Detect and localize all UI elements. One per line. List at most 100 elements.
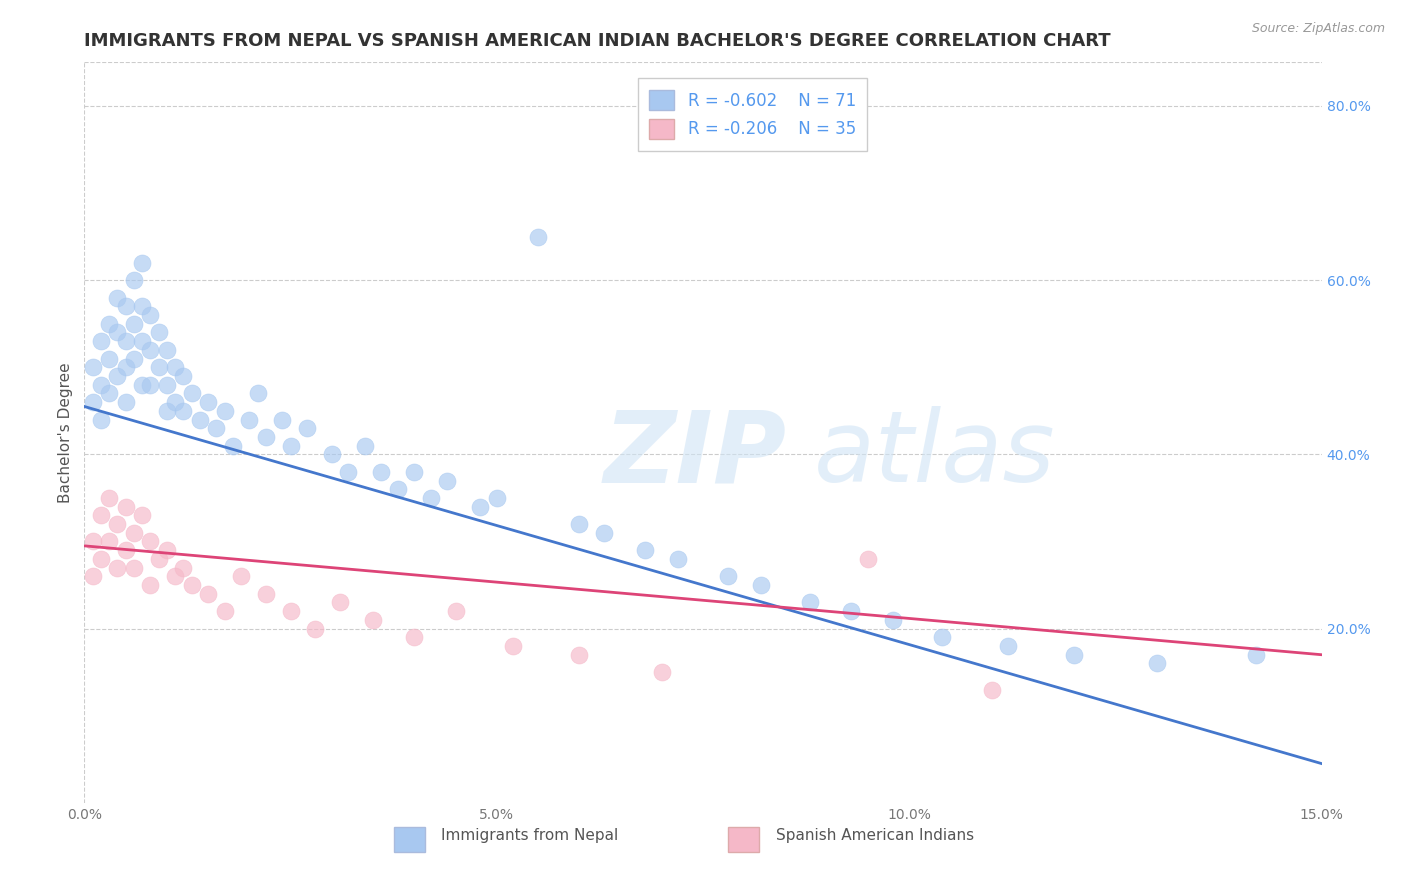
Point bbox=[98, 491, 121, 505]
Point bbox=[156, 543, 179, 558]
Point bbox=[188, 412, 211, 426]
Point bbox=[114, 299, 136, 313]
Point bbox=[666, 552, 689, 566]
Point bbox=[114, 395, 136, 409]
Point bbox=[172, 404, 194, 418]
Point bbox=[485, 491, 508, 505]
Point bbox=[148, 552, 170, 566]
Point bbox=[882, 613, 904, 627]
Point bbox=[122, 560, 145, 574]
Point bbox=[980, 682, 1002, 697]
Point bbox=[105, 560, 128, 574]
Point bbox=[148, 360, 170, 375]
Point bbox=[90, 412, 112, 426]
Point bbox=[165, 395, 187, 409]
Point bbox=[156, 343, 179, 357]
Point bbox=[280, 604, 302, 618]
Point bbox=[105, 517, 128, 532]
Point bbox=[304, 622, 326, 636]
Point bbox=[254, 587, 277, 601]
Point bbox=[90, 508, 112, 523]
Point bbox=[1244, 648, 1267, 662]
Point bbox=[856, 552, 879, 566]
Point bbox=[321, 447, 343, 461]
Point bbox=[172, 560, 194, 574]
Point bbox=[197, 587, 219, 601]
Point bbox=[337, 465, 360, 479]
Point bbox=[1146, 657, 1168, 671]
Text: atlas: atlas bbox=[814, 407, 1056, 503]
Point bbox=[165, 360, 187, 375]
Text: IMMIGRANTS FROM NEPAL VS SPANISH AMERICAN INDIAN BACHELOR'S DEGREE CORRELATION C: IMMIGRANTS FROM NEPAL VS SPANISH AMERICA… bbox=[84, 32, 1111, 50]
Point bbox=[114, 360, 136, 375]
Point bbox=[444, 604, 467, 618]
Point bbox=[105, 369, 128, 384]
Point bbox=[172, 369, 194, 384]
Point bbox=[82, 534, 104, 549]
Point bbox=[139, 578, 162, 592]
Point bbox=[295, 421, 318, 435]
Point bbox=[1063, 648, 1085, 662]
Point bbox=[931, 630, 953, 644]
Point bbox=[634, 543, 657, 558]
Point bbox=[114, 543, 136, 558]
Point bbox=[222, 439, 245, 453]
Point bbox=[131, 377, 153, 392]
Point bbox=[470, 500, 492, 514]
Point bbox=[139, 534, 162, 549]
Point bbox=[229, 569, 252, 583]
Point bbox=[841, 604, 863, 618]
Point bbox=[156, 404, 179, 418]
Point bbox=[156, 377, 179, 392]
Point bbox=[131, 334, 153, 348]
Point bbox=[197, 395, 219, 409]
Point bbox=[82, 395, 104, 409]
Point bbox=[98, 534, 121, 549]
Point bbox=[90, 377, 112, 392]
Text: Source: ZipAtlas.com: Source: ZipAtlas.com bbox=[1251, 22, 1385, 36]
Point bbox=[122, 317, 145, 331]
Point bbox=[122, 525, 145, 540]
Point bbox=[387, 482, 409, 496]
Point bbox=[254, 430, 277, 444]
Point bbox=[131, 256, 153, 270]
Point bbox=[419, 491, 441, 505]
Point bbox=[122, 273, 145, 287]
Point bbox=[90, 334, 112, 348]
Point bbox=[122, 351, 145, 366]
Point bbox=[214, 404, 236, 418]
Point bbox=[404, 630, 426, 644]
Legend: R = -0.602    N = 71, R = -0.206    N = 35: R = -0.602 N = 71, R = -0.206 N = 35 bbox=[637, 78, 868, 151]
Point bbox=[131, 508, 153, 523]
Point bbox=[82, 360, 104, 375]
Point bbox=[568, 648, 591, 662]
Point bbox=[214, 604, 236, 618]
Point bbox=[997, 639, 1019, 653]
Point bbox=[749, 578, 772, 592]
Point bbox=[361, 613, 384, 627]
Point bbox=[180, 386, 202, 401]
Point bbox=[139, 343, 162, 357]
Point bbox=[205, 421, 228, 435]
Point bbox=[105, 326, 128, 340]
Y-axis label: Bachelor's Degree: Bachelor's Degree bbox=[58, 362, 73, 503]
Point bbox=[404, 465, 426, 479]
Point bbox=[436, 474, 458, 488]
Point bbox=[799, 595, 821, 609]
Point bbox=[98, 386, 121, 401]
Point bbox=[165, 569, 187, 583]
Point bbox=[246, 386, 269, 401]
Point bbox=[502, 639, 524, 653]
Text: Immigrants from Nepal: Immigrants from Nepal bbox=[441, 829, 619, 843]
Point bbox=[353, 439, 375, 453]
Point bbox=[139, 308, 162, 322]
Point bbox=[105, 291, 128, 305]
Point bbox=[329, 595, 352, 609]
Point bbox=[527, 229, 550, 244]
Point bbox=[238, 412, 260, 426]
Point bbox=[180, 578, 202, 592]
Point bbox=[98, 317, 121, 331]
Point bbox=[568, 517, 591, 532]
Point bbox=[717, 569, 740, 583]
Point bbox=[114, 334, 136, 348]
